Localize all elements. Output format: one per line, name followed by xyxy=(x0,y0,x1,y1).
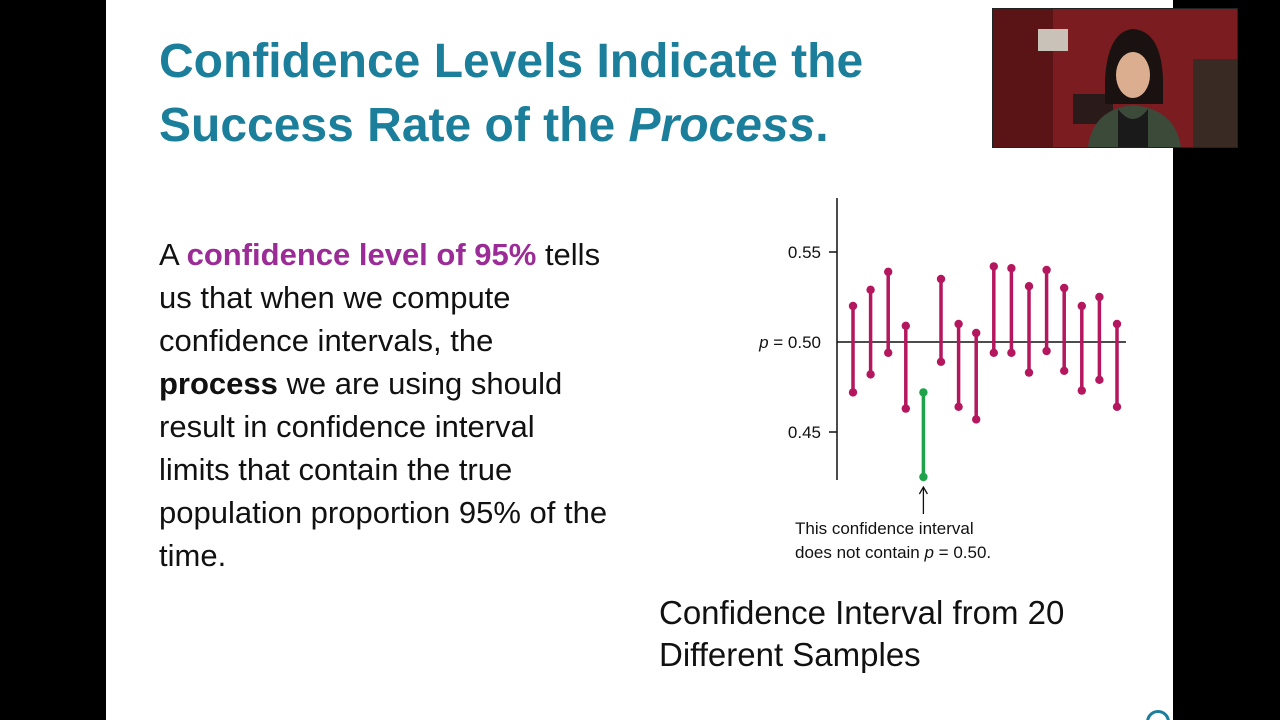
body-paragraph: A confidence level of 95% tells us that … xyxy=(159,233,609,577)
interval-lower-point xyxy=(1042,346,1051,356)
confidence-interval-miss xyxy=(919,388,928,482)
confidence-interval-chart: p = 0.50 0.55 0.45 This confidence interv… xyxy=(606,190,1173,570)
annotation-line-2-suffix: = 0.50. xyxy=(934,543,991,562)
title-line-2: Success Rate of the Process. xyxy=(159,94,989,158)
confidence-interval xyxy=(848,301,858,397)
confidence-interval xyxy=(1095,292,1104,384)
interval-upper-point xyxy=(919,388,928,397)
logo-icon xyxy=(1146,710,1170,720)
confidence-interval xyxy=(1007,264,1016,357)
ref-label-value: = 0.50 xyxy=(769,333,821,352)
tick-layer: 0.55 0.45 xyxy=(788,243,837,442)
body-text-3: we are using should result in confidence… xyxy=(159,366,608,573)
interval-layer xyxy=(848,262,1173,482)
ref-label-p: p xyxy=(758,333,768,352)
presenter-video-icon xyxy=(993,9,1237,147)
interval-upper-point xyxy=(1077,301,1086,311)
interval-lower-point xyxy=(972,415,981,424)
title-line-2-prefix: Success Rate of the xyxy=(159,99,629,152)
title-emphasis: Process xyxy=(628,99,816,152)
process-bold: process xyxy=(159,366,278,401)
title-line-1: Confidence Levels Indicate the xyxy=(159,35,864,88)
chart-svg: p = 0.50 0.55 0.45 This confidence interv… xyxy=(758,198,1173,562)
interval-lower-point xyxy=(919,472,928,482)
interval-upper-point xyxy=(989,262,998,271)
interval-upper-point xyxy=(848,301,858,311)
interval-upper-point xyxy=(936,274,946,284)
annotation-line-1: This confidence interval xyxy=(795,519,974,538)
interval-upper-point xyxy=(901,321,910,330)
body-text-2: tells us that when we compute confidence… xyxy=(159,237,601,358)
interval-lower-point xyxy=(866,370,875,379)
interval-lower-point xyxy=(936,357,946,366)
confidence-level-highlight: confidence level of 95% xyxy=(186,237,537,272)
interval-lower-point xyxy=(989,348,998,357)
interval-upper-point xyxy=(1060,283,1069,293)
interval-lower-point xyxy=(954,402,963,411)
interval-upper-point xyxy=(1042,265,1051,275)
confidence-interval xyxy=(866,285,875,379)
body-text-1: A xyxy=(159,237,187,272)
confidence-interval xyxy=(1077,301,1086,395)
confidence-interval xyxy=(936,274,946,366)
y-tick-label: 0.55 xyxy=(788,243,821,262)
confidence-interval xyxy=(1060,283,1069,375)
interval-upper-point xyxy=(1095,292,1104,302)
interval-upper-point xyxy=(954,319,963,329)
interval-upper-point xyxy=(884,267,893,276)
annotation-line-2-prefix: does not contain xyxy=(795,543,924,562)
interval-lower-point xyxy=(1095,375,1104,384)
interval-upper-point xyxy=(972,328,981,338)
interval-lower-point xyxy=(1112,402,1122,411)
confidence-interval xyxy=(901,321,910,413)
reference-line-label: p = 0.50 xyxy=(758,333,821,352)
interval-upper-point xyxy=(1112,319,1122,329)
y-tick-label: 0.45 xyxy=(788,423,821,442)
confidence-interval xyxy=(954,319,963,411)
interval-upper-point xyxy=(1007,264,1016,273)
interval-upper-point xyxy=(1024,282,1034,291)
title-line-2-suffix: . xyxy=(815,99,829,152)
confidence-interval xyxy=(989,262,998,357)
annotation-line-2: does not contain p = 0.50. xyxy=(795,543,991,562)
annotation-layer: This confidence interval does not contai… xyxy=(795,485,991,562)
interval-lower-point xyxy=(901,404,910,413)
interval-lower-point xyxy=(1060,366,1069,375)
confidence-interval xyxy=(1112,319,1122,411)
annotation-arrowhead xyxy=(918,485,928,495)
interval-lower-point xyxy=(1077,386,1086,395)
slide-title: Confidence Levels Indicate the Success R… xyxy=(159,30,989,158)
interval-lower-point xyxy=(884,348,893,357)
confidence-interval xyxy=(1042,265,1051,356)
webcam-overlay xyxy=(992,8,1238,148)
interval-upper-point xyxy=(866,285,875,294)
chart-caption: Confidence Interval from 20 Different Sa… xyxy=(659,594,1065,673)
confidence-interval xyxy=(884,267,893,357)
interval-lower-point xyxy=(1024,368,1034,377)
annotation-line-2-p: p xyxy=(923,543,933,562)
confidence-interval xyxy=(972,328,981,424)
interval-lower-point xyxy=(1007,348,1016,357)
confidence-interval xyxy=(1024,282,1034,377)
interval-lower-point xyxy=(848,388,858,397)
